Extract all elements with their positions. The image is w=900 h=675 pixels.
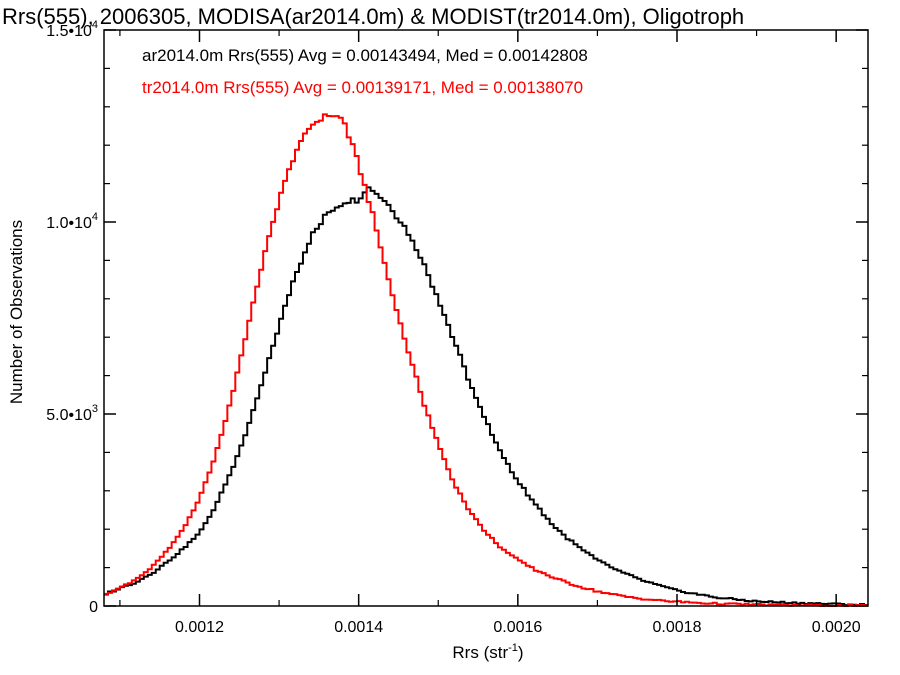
y-axis-label: Number of Observations — [7, 220, 26, 404]
legend-entry-ar2014: ar2014.0m Rrs(555) Avg = 0.00143494, Med… — [142, 46, 588, 65]
series-line-ar2014-0m — [104, 186, 868, 607]
y-tick-label: 5.0•103 — [46, 403, 98, 424]
x-axis-label-close: ) — [518, 643, 524, 662]
plot-frame — [103, 29, 869, 607]
y-tick-label: 0 — [89, 599, 98, 616]
series-line-tr2014-0m — [104, 113, 868, 607]
y-tick-label: 1.0•104 — [46, 211, 98, 232]
legend: ar2014.0m Rrs(555) Avg = 0.00143494, Med… — [142, 46, 588, 97]
x-axis-label: Rrs (str-1) — [452, 642, 523, 662]
y-axis-label-text: Number of Observations — [7, 220, 26, 404]
plot-area: 0.0012 0.0014 0.0016 0.0018 0.0020 0 5.0•103 1.… — [46, 19, 869, 636]
x-tick-label: 0.0018 — [653, 619, 702, 636]
x-tick-label: 0.0016 — [493, 619, 542, 636]
y-tick-label: 1.5•104 — [46, 19, 98, 40]
legend-entry-tr2014: tr2014.0m Rrs(555) Avg = 0.00139171, Med… — [142, 78, 583, 97]
svg-text:Rrs (str-1): Rrs (str-1) — [452, 642, 523, 662]
x-axis-label-main: Rrs (str — [452, 643, 508, 662]
x-tick-label: 0.0014 — [334, 619, 383, 636]
x-tick-label: 0.0020 — [812, 619, 861, 636]
series-group — [104, 113, 868, 607]
chart-title: Rrs(555), 2006305, MODISA(ar2014.0m) & M… — [2, 4, 744, 29]
x-tick-label: 0.0012 — [175, 619, 224, 636]
ticks-group: 0.0012 0.0014 0.0016 0.0018 0.0020 0 5.0•103 1.… — [46, 19, 868, 636]
x-axis-label-exponent: -1 — [508, 642, 518, 654]
